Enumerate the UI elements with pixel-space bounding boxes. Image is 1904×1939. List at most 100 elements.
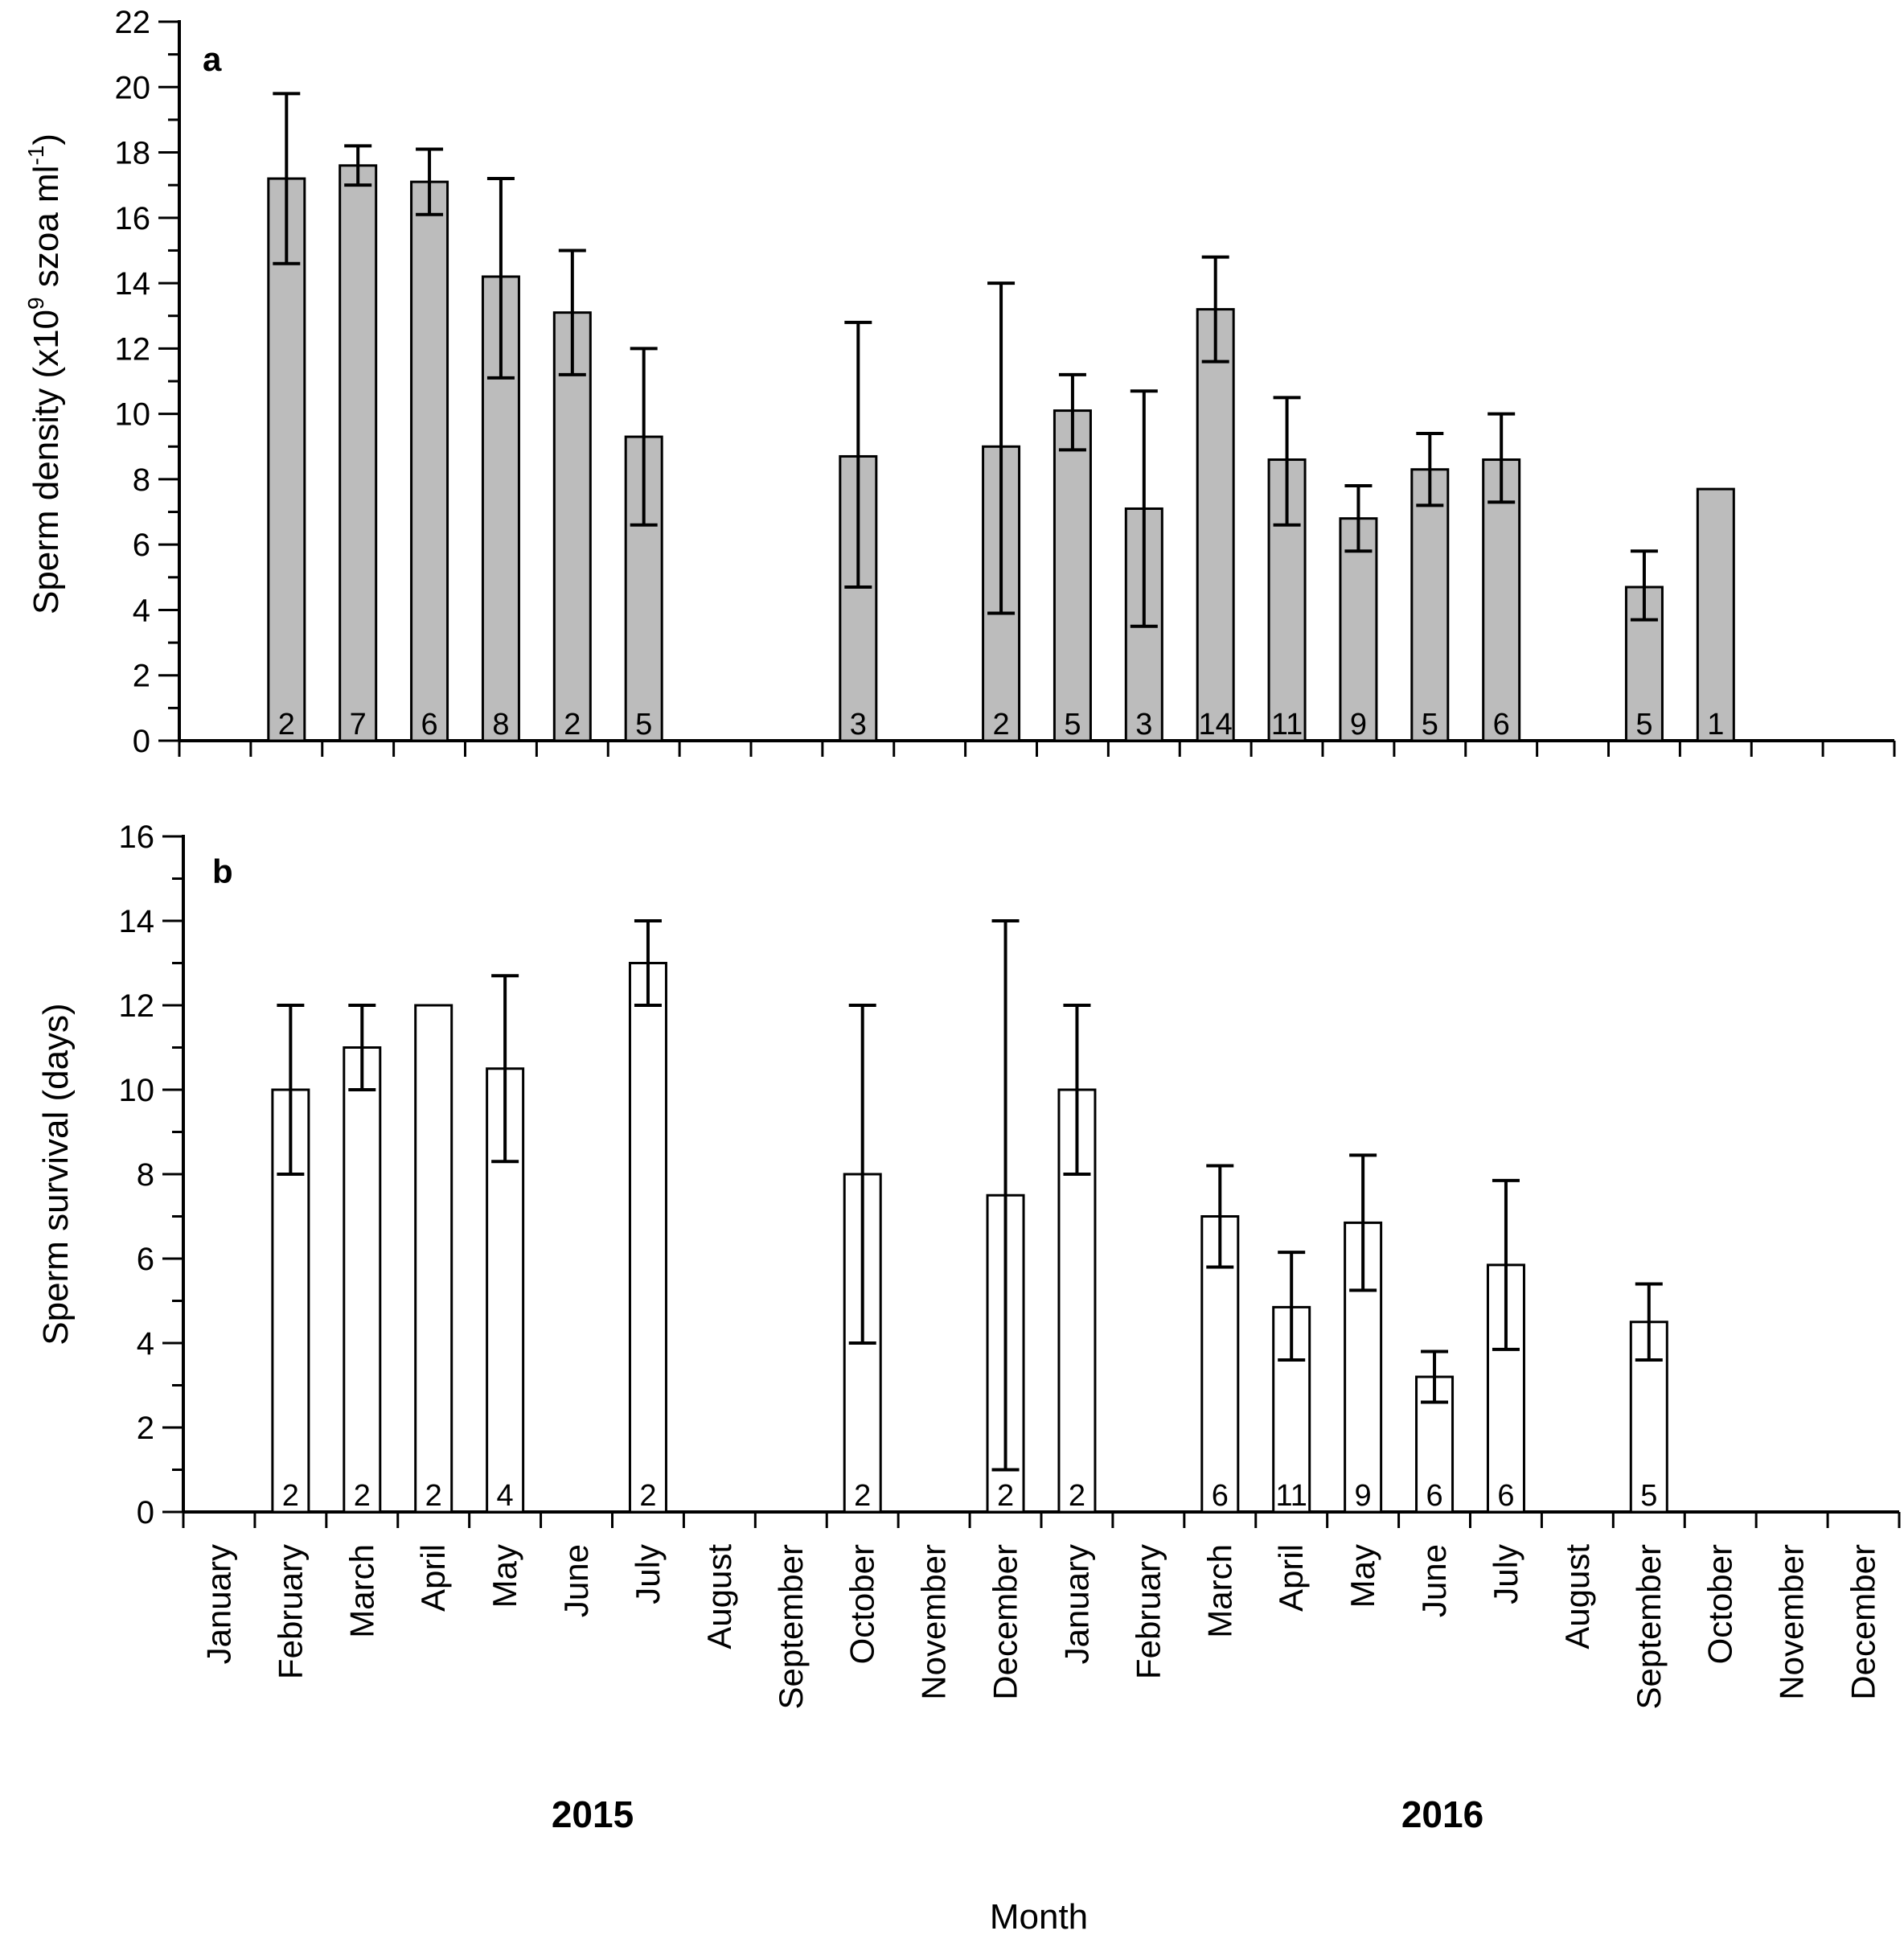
a-bar-january (1053, 409, 1092, 742)
b-y-tick-label: 10 (119, 1073, 155, 1108)
b-sample-size-label: 2 (354, 1479, 371, 1513)
a-y-tick-label: 0 (133, 724, 150, 759)
a-sample-size-label: 2 (992, 708, 1009, 742)
a-bar-may (1339, 517, 1378, 742)
b-sample-size-label: 9 (1355, 1479, 1372, 1513)
b-y-tick-label: 4 (137, 1326, 154, 1362)
x-tick-label-month: May (1344, 1544, 1381, 1608)
x-axis-title: Month (990, 1897, 1088, 1937)
a-sample-size-label: 5 (1635, 708, 1652, 742)
year-label-2015: 2015 (552, 1793, 634, 1835)
month-labels: January February March April May June July Augu… (199, 1544, 1881, 1710)
a-y-tick-label: 4 (133, 593, 150, 628)
a-sample-size-label: 9 (1350, 708, 1367, 742)
x-tick-label-month: July (1487, 1544, 1524, 1604)
a-bar-april (410, 180, 449, 742)
a-sample-size-label: 11 (1271, 708, 1303, 742)
x-tick-label-month: August (1558, 1544, 1596, 1649)
b-sample-size-label: 2 (997, 1479, 1014, 1513)
a-sample-size-label: 5 (635, 708, 652, 742)
a-y-tick-label: 20 (115, 70, 151, 105)
x-tick-label-month: September (772, 1544, 810, 1709)
a-bar-june (552, 311, 592, 742)
x-tick-label-month: March (1200, 1544, 1238, 1638)
a-sample-size-label: 6 (1493, 708, 1510, 742)
x-tick-label-month: June (1415, 1544, 1453, 1617)
x-tick-label-month: December (1844, 1544, 1882, 1700)
x-tick-label-month: June (557, 1544, 595, 1617)
b-bar-march (343, 1046, 382, 1514)
x-tick-label-month: February (271, 1544, 309, 1679)
a-bar-october (1696, 487, 1735, 742)
a-sample-size-label: 2 (278, 708, 295, 742)
a-y-tick-label: 8 (133, 462, 150, 498)
a-bar-july (1482, 458, 1521, 742)
b-sample-size-label: 5 (1640, 1479, 1657, 1513)
x-tick-label-month: May (486, 1544, 523, 1608)
a-sample-size-label: 5 (1064, 708, 1081, 742)
x-tick-label-month: November (915, 1544, 953, 1700)
panel-b-sperm-survival: b Sperm survival (days) 0 2 4 6 8 10 12 14 16 2 2 2… (36, 820, 1901, 1530)
a-bar-june (1410, 468, 1450, 742)
a-sample-size-label: 6 (421, 708, 437, 742)
b-sample-size-label: 2 (1069, 1479, 1085, 1513)
x-tick-label-month: November (1773, 1544, 1811, 1700)
a-bar-march (339, 164, 378, 742)
b-sample-size-label: 6 (1426, 1479, 1442, 1513)
a-sample-size-label: 5 (1422, 708, 1438, 742)
x-tick-label-month: January (199, 1544, 237, 1664)
x-tick-label-month: April (1272, 1544, 1310, 1612)
b-sample-size-label: 2 (425, 1479, 442, 1513)
b-y-tick-label: 8 (137, 1157, 154, 1193)
b-sample-size-label: 2 (639, 1479, 656, 1513)
panel-a-y-axis-title: Sperm density (x109 szoa ml-1) (23, 134, 66, 614)
a-y-tick-label: 14 (115, 266, 151, 302)
b-y-tick-label: 14 (119, 904, 155, 939)
b-bar-april (414, 1004, 453, 1514)
a-y-tick-label: 2 (133, 659, 150, 694)
x-tick-label-month: April (414, 1544, 452, 1612)
b-sample-size-label: 2 (854, 1479, 871, 1513)
x-tick-label-month: July (629, 1544, 667, 1604)
year-label-2016: 2016 (1401, 1793, 1483, 1835)
b-sample-size-label: 6 (1497, 1479, 1514, 1513)
b-y-tick-label: 6 (137, 1242, 154, 1277)
a-y-tick-label: 18 (115, 136, 151, 171)
x-tick-label-month: December (987, 1544, 1024, 1700)
a-sample-size-label: 3 (850, 708, 867, 742)
b-y-tick-label: 16 (119, 820, 155, 855)
b-bar-july (1486, 1263, 1525, 1514)
b-sample-size-label: 6 (1212, 1479, 1229, 1513)
x-tick-label-month: January (1057, 1544, 1095, 1664)
a-bar-march (1196, 308, 1235, 742)
b-bar-july (628, 962, 667, 1514)
b-y-tick-label: 0 (137, 1495, 154, 1530)
a-sample-size-label: 7 (350, 708, 367, 742)
b-sample-size-label: 2 (282, 1479, 299, 1513)
b-y-tick-label: 12 (119, 988, 155, 1024)
a-bar-february (267, 177, 306, 742)
x-tick-label-month: October (843, 1544, 881, 1664)
b-y-tick-label: 2 (137, 1411, 154, 1446)
a-y-tick-label: 22 (115, 5, 151, 40)
a-y-tick-label: 12 (115, 331, 151, 367)
a-y-tick-label: 6 (133, 528, 150, 563)
x-tick-label-month: March (343, 1544, 380, 1638)
a-sample-size-label: 3 (1135, 708, 1152, 742)
b-sample-size-label: 11 (1275, 1479, 1307, 1513)
panel-b-letter: b (212, 852, 233, 890)
panel-a-sperm-density: a Sperm density (x109 szoa ml-1) 0 2 4 6 8 10… (23, 5, 1896, 759)
a-sample-size-label: 8 (492, 708, 509, 742)
a-sample-size-label: 14 (1199, 708, 1233, 742)
panel-b-y-axis-title: Sperm survival (days) (36, 1003, 76, 1345)
a-y-tick-label: 16 (115, 201, 151, 236)
x-tick-label-month: October (1701, 1544, 1739, 1664)
a-y-tick-label: 10 (115, 397, 151, 433)
panel-a-letter: a (203, 40, 222, 78)
x-tick-label-month: September (1630, 1544, 1668, 1709)
a-sample-size-label: 1 (1707, 708, 1724, 742)
a-sample-size-label: 2 (564, 708, 581, 742)
x-tick-label-month: August (700, 1544, 738, 1649)
b-sample-size-label: 4 (497, 1479, 514, 1513)
